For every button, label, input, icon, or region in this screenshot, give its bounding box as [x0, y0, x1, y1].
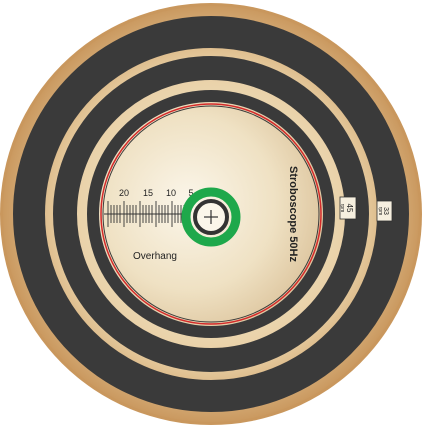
red-ring — [100, 103, 322, 325]
scale-number-5: 5 — [188, 188, 193, 198]
overhang-label: Overhang — [133, 251, 177, 262]
inner-dark-hairline — [102, 105, 320, 323]
outer-track-ring — [13, 16, 409, 412]
scale-number-15: 15 — [143, 188, 153, 198]
scale-number-20: 20 — [119, 188, 129, 198]
speed-33-value: 33 — [382, 207, 389, 215]
overhang-scale — [104, 201, 186, 227]
crosshair-icon — [204, 210, 218, 224]
scale-number-10: 10 — [166, 188, 176, 198]
speed-33-unit: rpm — [377, 207, 383, 216]
outer-rim — [1, 4, 421, 424]
speed-tag-33: 33 rpm — [376, 200, 393, 222]
speed-45-unit: rpm — [339, 204, 345, 213]
middle-track-ring — [53, 56, 369, 372]
speed-tag-45: 45 rpm — [339, 196, 357, 220]
speed-45-value: 45 — [345, 204, 354, 213]
spindle-green-ring — [181, 187, 241, 247]
stroboscope-title: Stroboscope 50Hz — [287, 166, 299, 262]
